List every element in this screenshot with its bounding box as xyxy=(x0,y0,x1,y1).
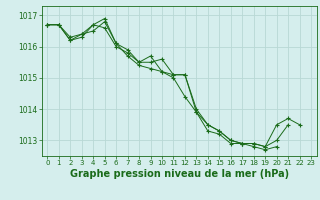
X-axis label: Graphe pression niveau de la mer (hPa): Graphe pression niveau de la mer (hPa) xyxy=(70,169,289,179)
